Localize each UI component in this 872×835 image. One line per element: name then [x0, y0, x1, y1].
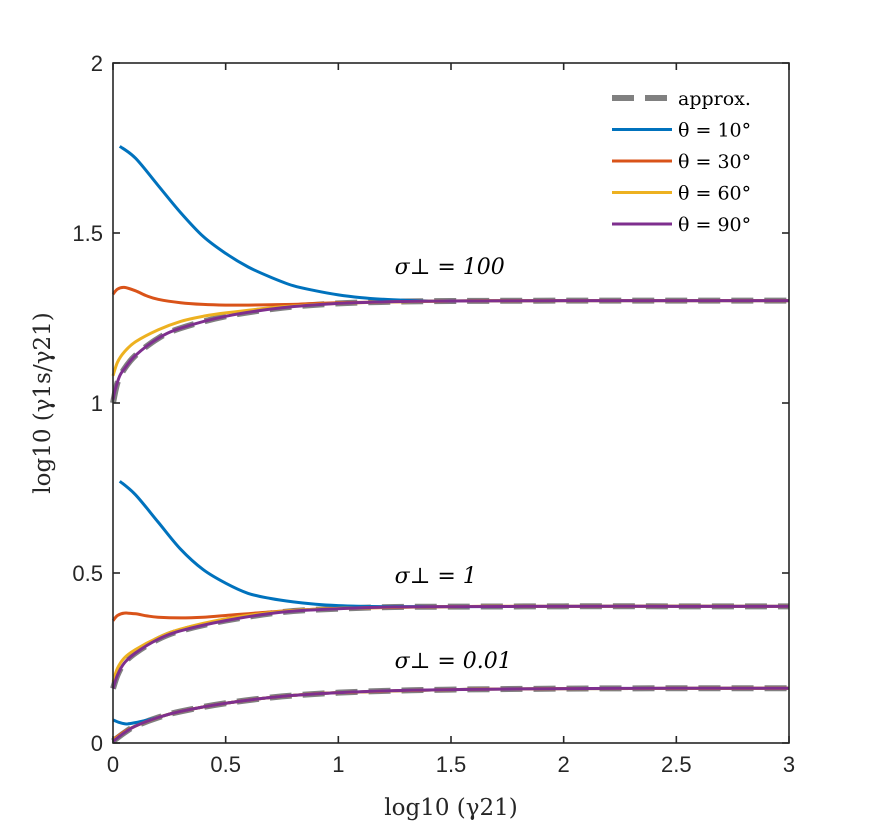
legend-label-t90: θ = 90°	[678, 214, 751, 236]
x-tick-label: 1	[332, 752, 344, 777]
x-tick-label: 2.5	[661, 752, 692, 777]
series-layer	[110, 145, 790, 744]
legend-label-t30: θ = 30°	[678, 151, 751, 173]
x-tick-label: 0	[107, 752, 119, 777]
y-tick-label: 0	[91, 731, 103, 756]
series-line-theta-90-14	[112, 686, 790, 743]
x-tick-label: 0.5	[210, 752, 241, 777]
y-axis-label: log10 (γ1s/γ21)	[30, 312, 56, 493]
y-tick-label: 1.5	[72, 221, 103, 246]
x-tick-label: 1.5	[436, 752, 467, 777]
sigma-annotation: σ⊥ = 1	[395, 564, 477, 589]
legend-label-t60: θ = 60°	[678, 183, 751, 205]
x-tick-label: 3	[783, 752, 795, 777]
y-tick-label: 0.5	[72, 561, 103, 586]
x-tick-label: 2	[558, 752, 570, 777]
series-line-theta-90-4	[111, 299, 789, 400]
y-tick-label: 1	[91, 391, 103, 416]
legend-label-approx: approx.	[678, 88, 751, 110]
legend-label-t10: θ = 10°	[678, 120, 751, 142]
x-axis-label: log10 (γ21)	[384, 795, 517, 821]
sigma-annotation: σ⊥ = 100	[395, 255, 505, 280]
series-line-theta-90-9	[111, 604, 789, 690]
sigma-annotation: σ⊥ = 0.01	[395, 649, 512, 674]
annotation-layer: σ⊥ = 100 σ⊥ = 1 σ⊥ = 0.01	[395, 255, 512, 674]
axes-layer: 0 0.5 1 1.5 2 2.5 3 0 0.5 1 1.5 2 log10 (γ21) log10 (…	[30, 51, 795, 821]
y-tick-label: 2	[91, 51, 103, 76]
legend: approx. θ = 10° θ = 30° θ = 60° θ = 90°	[612, 88, 751, 236]
